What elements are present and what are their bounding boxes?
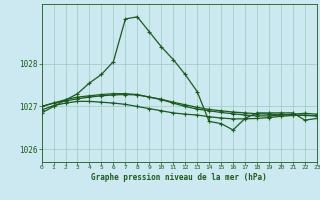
X-axis label: Graphe pression niveau de la mer (hPa): Graphe pression niveau de la mer (hPa) [91,173,267,182]
